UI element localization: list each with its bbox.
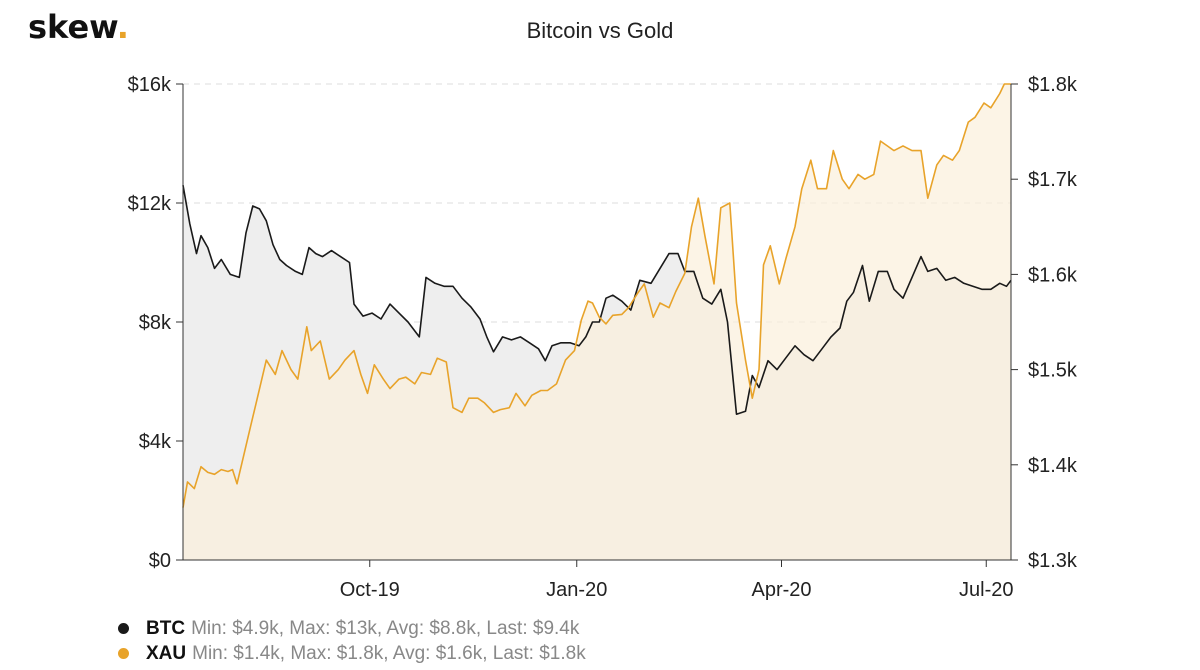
y-right-tick-label: $1.4k (1028, 455, 1078, 477)
x-tick-label: Apr-20 (751, 579, 811, 601)
legend-dot-xau (118, 648, 129, 659)
x-tick-label: Jan-20 (546, 579, 607, 601)
y-right-tick-label: $1.3k (1028, 550, 1078, 572)
legend-series-stats: Min: $1.4k, Max: $1.8k, Avg: $1.6k, Last… (192, 642, 586, 664)
series-line-xau (182, 83, 1011, 508)
y-left-tick-label: $16k (128, 74, 172, 96)
y-right-tick-label: $1.7k (1028, 169, 1078, 191)
y-right-tick-label: $1.8k (1028, 74, 1078, 96)
axis-layer: $0 $4k $8k $12k $16k $1.3k $1.4k $1.5k $1.6k $1.7… (128, 74, 1078, 601)
y-right-tick-label: $1.5k (1028, 360, 1078, 382)
y-left-tick-label: $8k (139, 312, 172, 334)
legend-series-name: XAU (146, 642, 187, 664)
y-right-tick-label: $1.6k (1028, 264, 1078, 286)
y-left-tick-label: $4k (139, 431, 172, 453)
y-left-tick-label: $0 (149, 550, 171, 572)
series-line-btc (182, 185, 1012, 415)
legend-dot-btc (118, 623, 129, 634)
legend-series-stats: Min: $4.9k, Max: $13k, Avg: $8.8k, Last:… (191, 617, 580, 639)
logo-dot: . (116, 8, 129, 46)
chart-title: Bitcoin vs Gold (526, 18, 674, 43)
legend-series-name: BTC (146, 617, 186, 639)
line-layer (182, 83, 1012, 508)
y-left-tick-label: $12k (128, 193, 172, 215)
logo-text: skew (28, 8, 117, 46)
skew-logo: skew. (28, 8, 129, 46)
legend-item-btc[interactable]: BTC Min: $4.9k, Max: $13k, Avg: $8.8k, L… (118, 616, 586, 641)
legend: BTC Min: $4.9k, Max: $13k, Avg: $8.8k, L… (118, 616, 586, 666)
x-tick-label: Jul-20 (959, 579, 1013, 601)
x-tick-label: Oct-19 (340, 579, 400, 601)
legend-item-xau[interactable]: XAU Min: $1.4k, Max: $1.8k, Avg: $1.6k, … (118, 641, 586, 666)
